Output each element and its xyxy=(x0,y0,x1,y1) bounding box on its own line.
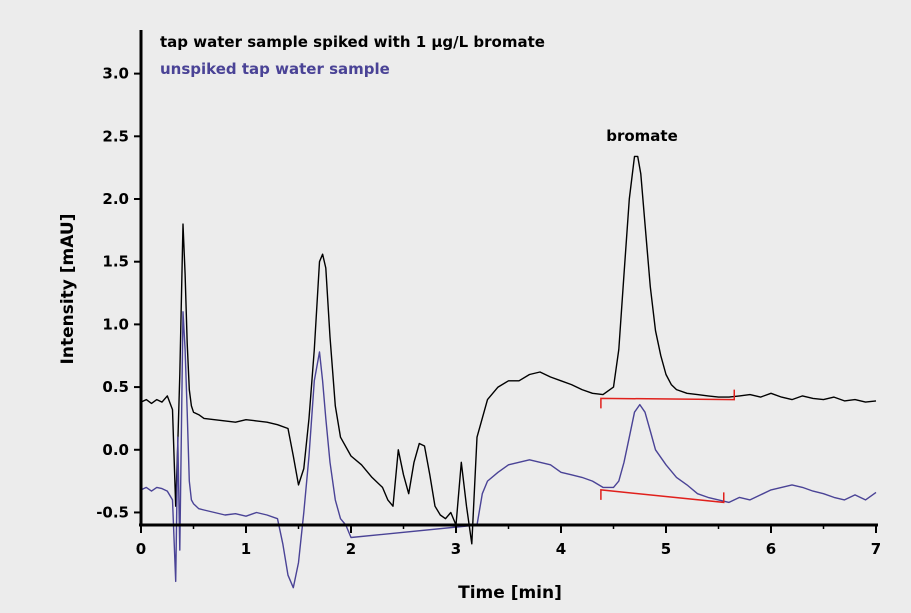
x-tick-label: 6 xyxy=(766,540,776,558)
y-tick-label: 0.0 xyxy=(102,441,129,459)
x-tick-label: 0 xyxy=(136,540,146,558)
x-tick-label: 3 xyxy=(451,540,461,558)
x-tick-label: 4 xyxy=(556,540,566,558)
series-layer xyxy=(140,155,877,589)
y-tick-label: -0.5 xyxy=(96,503,129,521)
integration-baseline-2 xyxy=(600,489,725,504)
x-tick-label: 2 xyxy=(346,540,356,558)
y-tick-label: 1.0 xyxy=(102,315,129,333)
y-tick-label: 2.0 xyxy=(102,190,129,208)
integration-baseline-1 xyxy=(600,389,735,409)
series-line-1 xyxy=(140,155,877,545)
y-tick-label: 1.5 xyxy=(102,253,129,271)
bromate-peak-label: bromate xyxy=(606,127,678,145)
legend-entry-spiked: tap water sample spiked with 1 µg/L brom… xyxy=(160,33,545,51)
x-tick-label: 7 xyxy=(871,540,881,558)
x-tick-label: 5 xyxy=(661,540,671,558)
axes-layer: 0 1 2 3 4 5 6 7 -0.5 0.0 0.5 1.0 1.5 2.0 2.5 3.0 xyxy=(96,30,881,558)
legend-entry-unspiked: unspiked tap water sample xyxy=(160,60,390,78)
y-tick-label: 2.5 xyxy=(102,127,129,145)
series-line-2 xyxy=(140,311,877,589)
y-axis-label: Intensity [mAU] xyxy=(58,214,78,365)
y-tick-label: 3.0 xyxy=(102,65,129,83)
x-tick-label: 1 xyxy=(241,540,251,558)
y-tick-label: 0.5 xyxy=(102,378,129,396)
x-axis-label: Time [min] xyxy=(458,583,562,603)
